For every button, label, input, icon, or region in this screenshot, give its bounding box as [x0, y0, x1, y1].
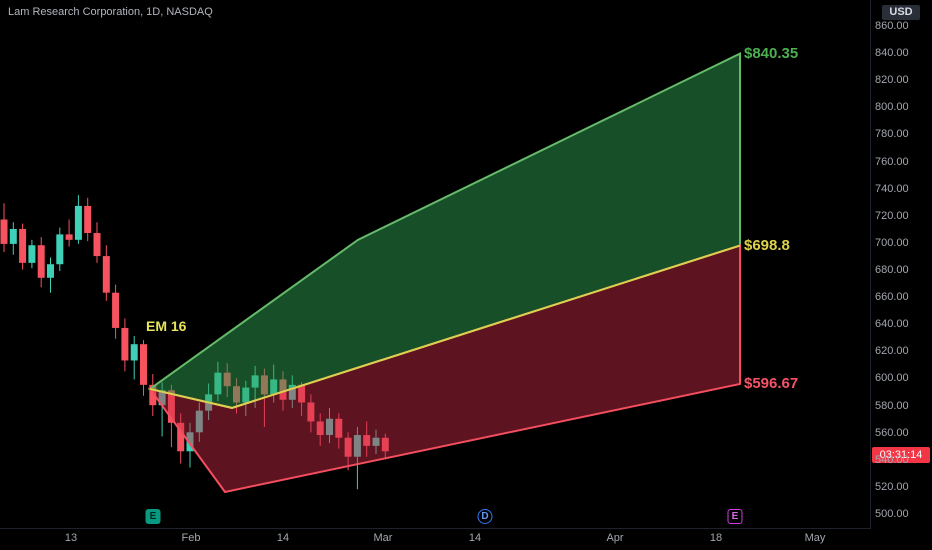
time-tick: Feb	[181, 532, 201, 544]
price-tick: 800.00	[875, 101, 909, 114]
time-tick: 13	[64, 532, 78, 544]
currency-badge[interactable]: USD	[882, 5, 920, 20]
chart-canvas[interactable]: Lam Research Corporation, 1D, NASDAQ EM …	[0, 0, 871, 529]
price-tick: 640.00	[875, 318, 909, 331]
candle-body	[167, 390, 175, 423]
candle-body	[140, 344, 147, 385]
candle-body	[177, 422, 185, 452]
price-tick: 840.00	[875, 47, 909, 60]
candle-body	[326, 418, 333, 436]
price-tick: 500.00	[875, 508, 909, 520]
time-tick: 18	[709, 532, 723, 544]
price-tick: 600.00	[875, 372, 909, 385]
time-tick: 14	[276, 532, 290, 544]
candle-body	[47, 264, 54, 278]
dividend-badge[interactable]: D	[477, 509, 493, 524]
projection-mid-line[interactable]	[149, 244, 741, 409]
price-tick: 560.00	[875, 426, 909, 439]
projection-upper-price-label: $840.35	[744, 44, 799, 62]
price-tick: 760.00	[875, 155, 909, 168]
candle-body	[149, 384, 157, 406]
candle-body	[121, 327, 129, 361]
candle-body	[381, 437, 389, 452]
candle-body	[316, 421, 324, 436]
price-tick: 620.00	[875, 345, 909, 358]
candle-body	[93, 233, 101, 257]
candle-body	[186, 432, 194, 452]
candle-body	[130, 344, 138, 361]
price-tick: 820.00	[875, 74, 909, 87]
price-tick: 660.00	[875, 291, 909, 304]
candle-body	[363, 435, 371, 446]
candle-body	[344, 437, 352, 457]
projection-lower-price-label: $596.67	[744, 374, 799, 392]
candle-body	[158, 390, 166, 406]
projection-mid-price-label: $698.8	[744, 236, 790, 254]
candle-body	[195, 410, 203, 433]
candle-body	[0, 219, 8, 244]
candle-body	[37, 245, 45, 278]
candle-body	[65, 234, 73, 240]
price-tick: 580.00	[875, 399, 909, 412]
candle-body	[9, 228, 17, 244]
price-tick: 520.00	[875, 480, 909, 493]
candle-body	[335, 418, 343, 438]
bar-countdown-timer: 03:31:14	[872, 447, 930, 463]
text-annotation[interactable]: EM 16	[146, 318, 187, 334]
price-tick: 780.00	[875, 128, 909, 141]
candle-body	[307, 402, 315, 422]
candle-body	[112, 292, 120, 328]
earnings-badge[interactable]: E	[145, 509, 161, 524]
price-tick: 700.00	[875, 236, 909, 249]
candlestick-chart	[0, 52, 741, 494]
time-tick: Apr	[606, 532, 624, 544]
candle-body	[372, 437, 380, 446]
candle-body	[28, 245, 36, 263]
time-tick: Mar	[373, 532, 393, 544]
candle-body	[84, 205, 92, 234]
candle-body	[298, 384, 306, 403]
candle-body	[288, 384, 296, 400]
time-axis[interactable]: 13 Feb 14 Mar 14 Apr 18 May	[0, 529, 932, 550]
candle-body	[19, 228, 27, 263]
price-tick: 740.00	[875, 182, 909, 195]
candle-body	[56, 234, 64, 265]
price-tick: 680.00	[875, 264, 909, 276]
price-tick: 540.00	[875, 453, 909, 466]
price-axis[interactable]: USD 03:31:14 860.00 840.00 820.00 800.00 780…	[871, 0, 932, 528]
candle-body	[353, 435, 361, 457]
time-tick: May	[804, 532, 826, 544]
candle-body	[74, 205, 82, 240]
price-tick: 720.00	[875, 209, 909, 222]
earnings-estimate-badge[interactable]: E	[727, 509, 743, 524]
time-tick: 14	[468, 532, 482, 544]
price-tick: 860.00	[875, 20, 909, 32]
candle-body	[102, 256, 110, 293]
chart-title: Lam Research Corporation, 1D, NASDAQ	[8, 6, 213, 18]
